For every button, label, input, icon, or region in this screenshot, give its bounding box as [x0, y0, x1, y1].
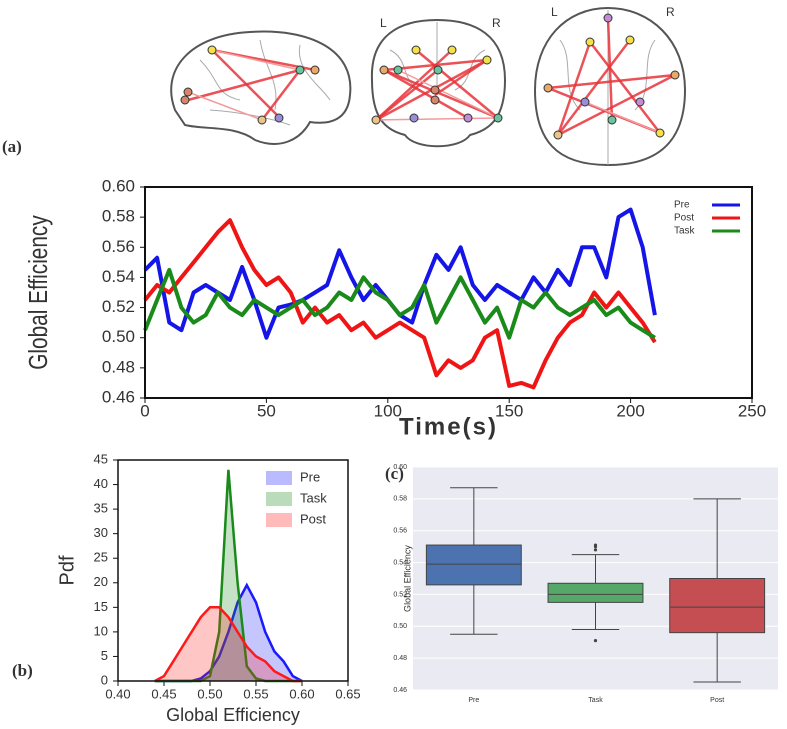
x-tick-label: 250	[738, 401, 766, 420]
legend-label: Post	[674, 213, 694, 224]
y-axis-label: Pdf	[56, 555, 78, 585]
x-tick-label: 0.65	[335, 686, 360, 701]
y-tick-label: 0.56	[393, 528, 407, 535]
y-tick-label: 0.50	[393, 623, 407, 630]
line	[143, 218, 657, 390]
y-tick-label: 40	[94, 476, 108, 491]
x-tick-label: 0.60	[289, 686, 314, 701]
y-tick-label: 0.54	[102, 267, 135, 286]
x-tick-label: Pre	[468, 697, 479, 704]
y-tick-label: 0.60	[393, 464, 407, 471]
legend-label: Pre	[300, 469, 320, 484]
legend-swatch	[266, 492, 292, 506]
box	[669, 578, 766, 634]
legend-label: Pre	[674, 200, 690, 211]
y-tick-label: 30	[94, 525, 108, 540]
x-tick-label: 100	[374, 401, 402, 420]
x-axis-label: Time(s)	[399, 413, 498, 440]
y-tick-label: 0.58	[393, 496, 407, 503]
y-tick-label: 25	[94, 550, 108, 565]
legend-label: Task	[674, 226, 696, 237]
y-tick-label: 15	[94, 599, 108, 614]
y-tick-label: 0.46	[102, 387, 135, 406]
y-tick-label: 0.52	[102, 297, 135, 316]
y-tick-label: 0.60	[102, 176, 135, 195]
density-line	[154, 606, 302, 683]
area	[154, 469, 302, 681]
x-tick-label: Post	[710, 697, 724, 704]
x-tick-label: 0.40	[105, 686, 130, 701]
x-axis-label: Global Efficiency	[166, 705, 300, 725]
x-tick-label: 0.55	[243, 686, 268, 701]
x-tick-label: 150	[495, 401, 523, 420]
y-axis-label: Global Efficiency	[402, 545, 412, 612]
panel-label: (b)	[12, 661, 33, 680]
legend-swatch	[266, 513, 292, 527]
x-tick-label: 50	[257, 401, 276, 420]
legend-label: Post	[300, 511, 326, 526]
y-tick-label: 35	[94, 501, 108, 516]
outlier	[593, 639, 598, 643]
y-tick-label: 0	[101, 672, 108, 687]
panel-label: (a)	[2, 137, 22, 156]
panel-label: (c)	[385, 464, 404, 483]
brain-views	[170, 6, 687, 167]
box	[547, 582, 644, 603]
x-tick-label: 200	[616, 401, 644, 420]
line	[143, 267, 656, 340]
box	[425, 544, 522, 586]
x-tick-label: 0	[140, 401, 149, 420]
y-tick-label: 5	[101, 648, 108, 663]
legend-label: Task	[300, 490, 327, 505]
legend-swatch	[266, 471, 292, 485]
y-tick-label: 0.58	[102, 207, 135, 226]
y-axis-label: Global Efficiency	[24, 215, 53, 370]
outlier	[593, 548, 598, 552]
hemisphere-label: L	[380, 16, 387, 30]
y-tick-label: 0.52	[393, 591, 407, 598]
y-tick-label: 0.48	[102, 357, 135, 376]
x-tick-label: 0.50	[197, 686, 222, 701]
y-tick-label: 20	[94, 574, 108, 589]
hemisphere-label: R	[666, 5, 675, 19]
hemisphere-label: R	[492, 16, 501, 30]
y-tick-label: 0.54	[393, 559, 407, 566]
y-tick-label: 45	[94, 451, 108, 466]
y-tick-label: 0.56	[102, 237, 135, 256]
hemisphere-label: L	[551, 5, 558, 19]
y-tick-label: 0.46	[393, 687, 407, 694]
x-tick-label: Task	[588, 697, 603, 704]
y-tick-label: 0.48	[393, 655, 407, 662]
plot-frame	[117, 459, 349, 682]
y-tick-label: 10	[94, 623, 108, 638]
plot-frame	[144, 186, 753, 399]
x-tick-label: 0.45	[151, 686, 176, 701]
outlier	[593, 543, 598, 547]
y-tick-label: 0.50	[102, 327, 135, 346]
